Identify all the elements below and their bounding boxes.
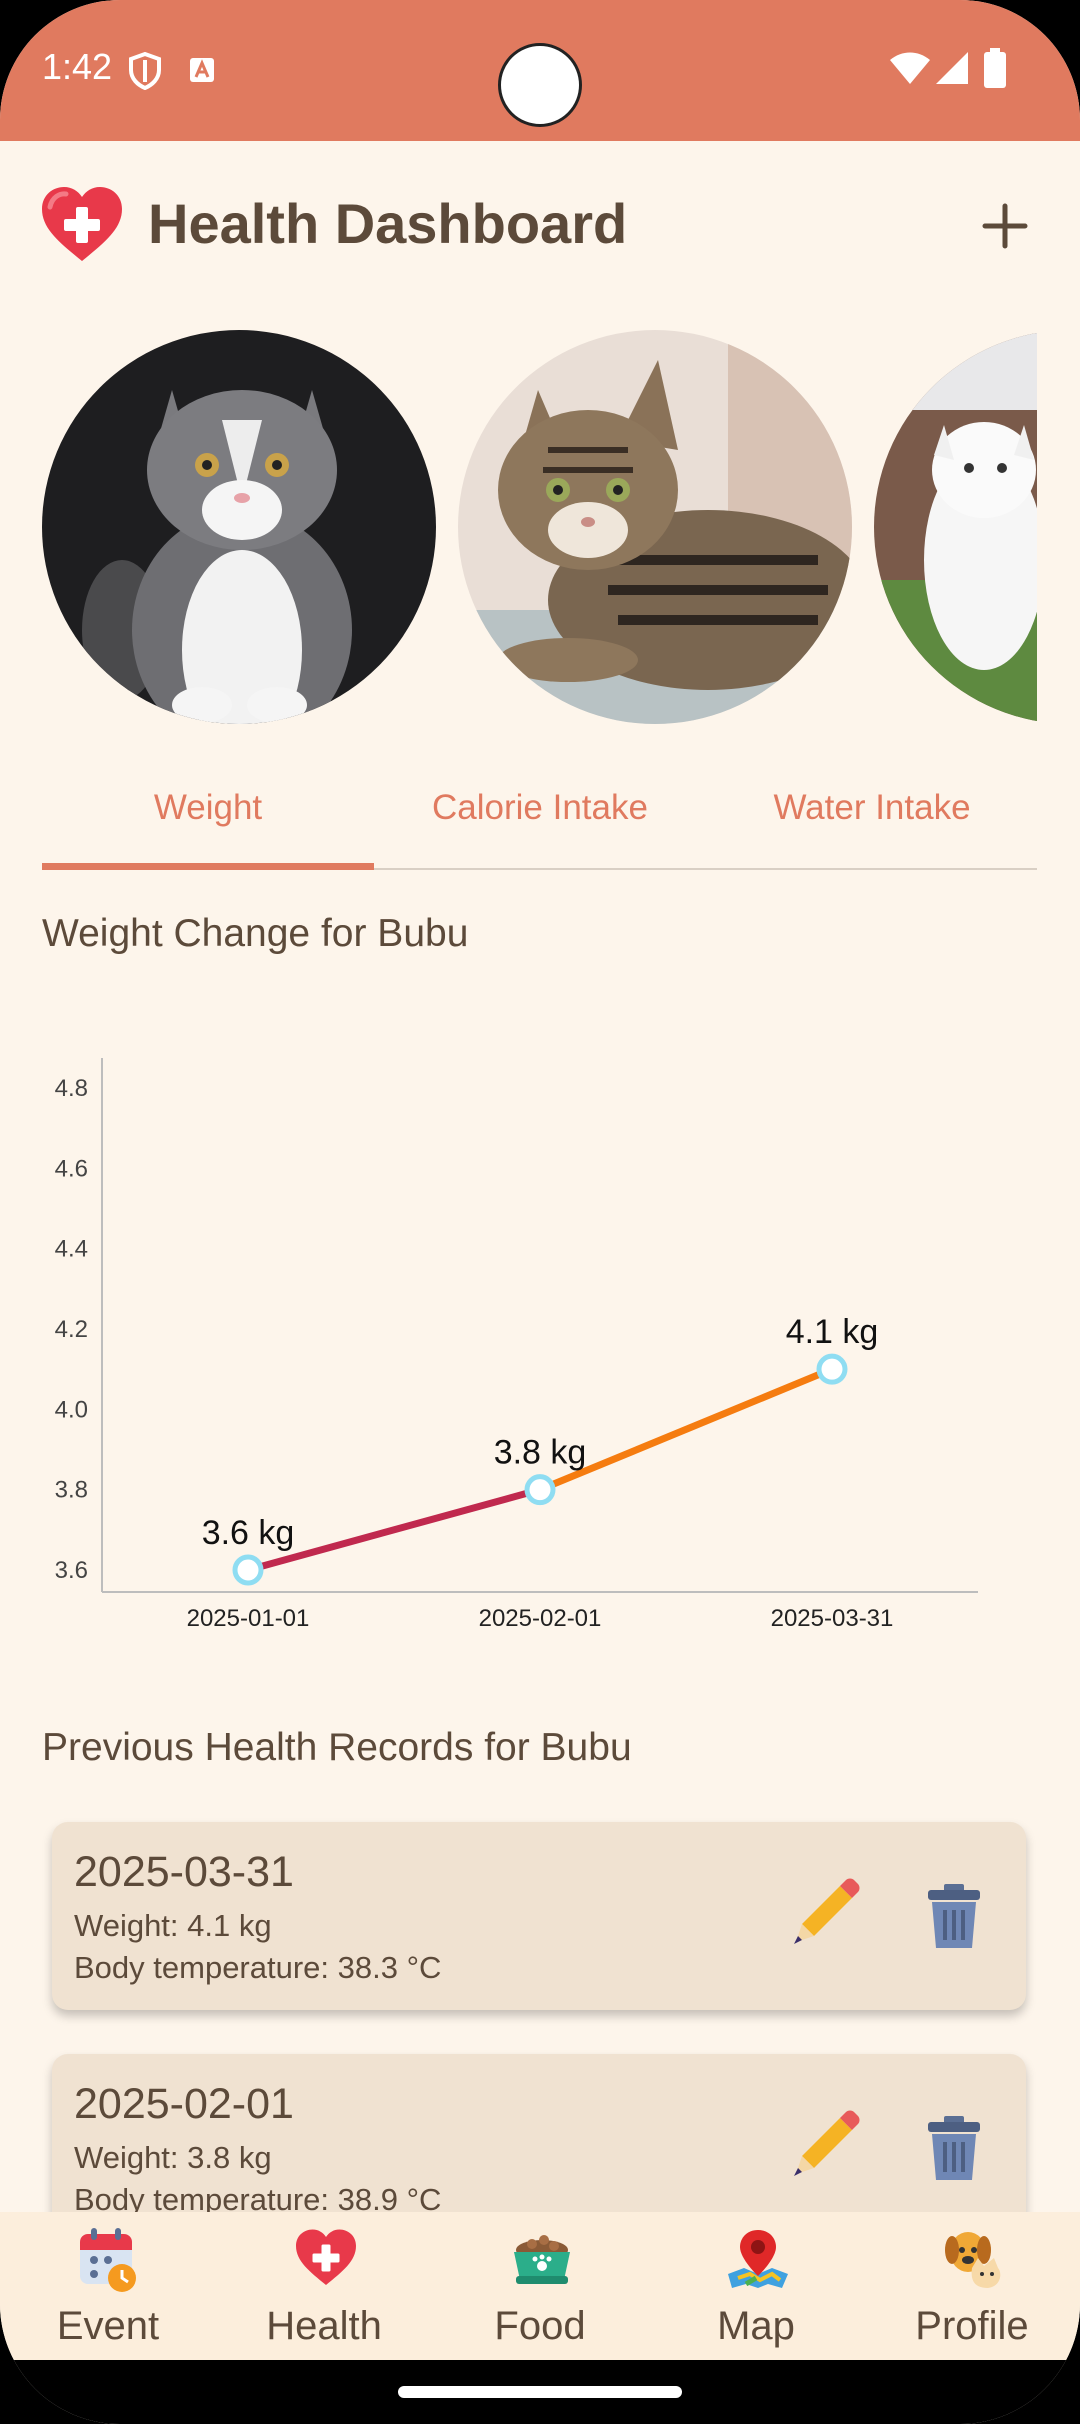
nav-profile[interactable]: Profile xyxy=(864,2212,1080,2360)
data-point[interactable] xyxy=(816,1353,848,1385)
gesture-navigation-area xyxy=(0,2360,1080,2424)
chart-title: Weight Change for Bubu xyxy=(42,912,469,955)
gray-white-cat-photo xyxy=(42,330,436,724)
record-temperature: Body temperature: 38.3 °C xyxy=(74,1950,442,1985)
nav-health[interactable]: Health xyxy=(216,2212,432,2360)
status-bar: 1:42 xyxy=(0,0,1080,141)
y-tick-label: 3.6 xyxy=(55,1557,88,1584)
tab-water-intake[interactable]: Water Intake xyxy=(773,788,971,827)
nav-label: Profile xyxy=(915,2304,1029,2348)
y-tick-label: 4.4 xyxy=(55,1236,88,1263)
pet-avatar-tabby-cat[interactable] xyxy=(458,330,852,724)
metric-tabs: Weight Calorie Intake Water Intake xyxy=(42,770,1037,870)
record-card[interactable]: 2025-02-01 Weight: 3.8 kg Body temperatu… xyxy=(52,2054,1026,2242)
data-label: 3.8 kg xyxy=(494,1434,587,1472)
y-tick-label: 4.6 xyxy=(55,1155,88,1182)
edit-record-button[interactable] xyxy=(782,2108,862,2188)
records-title: Previous Health Records for Bubu xyxy=(42,1726,632,1769)
series-line-segment xyxy=(538,1365,834,1493)
x-tick-label: 2025-03-31 xyxy=(771,1605,894,1632)
food-bowl-icon xyxy=(514,2235,570,2284)
map-pin-icon xyxy=(728,2230,788,2288)
y-tick-label: 4.8 xyxy=(55,1075,88,1102)
y-tick-label: 4.2 xyxy=(55,1316,88,1343)
tabby-cat-photo xyxy=(458,330,852,724)
record-date: 2025-02-01 xyxy=(74,2080,294,2128)
record-weight: Weight: 3.8 kg xyxy=(74,2140,272,2175)
data-label: 3.6 kg xyxy=(202,1514,295,1552)
add-record-button[interactable] xyxy=(975,196,1035,256)
data-point[interactable] xyxy=(524,1474,556,1506)
x-tick-label: 2025-02-01 xyxy=(479,1605,602,1632)
header: Health Dashboard xyxy=(0,141,1080,311)
white-cat-photo xyxy=(874,330,1037,724)
calendar-icon xyxy=(80,2228,136,2292)
camera-cutout xyxy=(498,43,582,127)
page-title: Health Dashboard xyxy=(148,192,628,255)
tab-calorie-intake[interactable]: Calorie Intake xyxy=(432,788,648,827)
trash-icon xyxy=(928,2116,980,2180)
active-tab-indicator xyxy=(42,863,374,870)
weight-line-chart: 3.6 3.8 4.0 4.2 4.4 4.6 4.8 2025-01-01 2025-02-… xyxy=(55,1058,978,1632)
nav-label: Food xyxy=(494,2304,586,2348)
trash-icon xyxy=(928,1884,980,1948)
dog-cat-icon xyxy=(945,2232,1001,2288)
signal-icon xyxy=(936,52,968,84)
record-temperature: Body temperature: 38.9 °C xyxy=(74,2182,442,2217)
record-weight: Weight: 4.1 kg xyxy=(74,1908,272,1943)
edit-record-button[interactable] xyxy=(782,1876,862,1956)
status-time: 1:42 xyxy=(42,46,113,87)
record-card[interactable]: 2025-03-31 Weight: 4.1 kg Body temperatu… xyxy=(52,1822,1026,2010)
wifi-icon xyxy=(890,52,930,84)
delete-record-button[interactable] xyxy=(914,1876,994,1956)
y-tick-label: 4.0 xyxy=(55,1396,88,1423)
shield-icon xyxy=(129,52,161,90)
heart-plus-icon xyxy=(42,187,122,261)
data-point[interactable] xyxy=(232,1554,264,1586)
tab-weight[interactable]: Weight xyxy=(153,788,263,827)
nav-label: Event xyxy=(56,2304,160,2348)
y-tick-label: 3.8 xyxy=(55,1477,88,1504)
heart-icon xyxy=(296,2229,356,2285)
delete-record-button[interactable] xyxy=(914,2108,994,2188)
nav-map[interactable]: Map xyxy=(648,2212,864,2360)
pet-avatar-white-cat[interactable] xyxy=(874,330,1037,724)
pencil-icon xyxy=(794,1878,860,1944)
nav-label: Map xyxy=(717,2304,795,2348)
nav-event[interactable]: Event xyxy=(0,2212,216,2360)
x-tick-label: 2025-01-01 xyxy=(187,1605,310,1632)
pencil-icon xyxy=(794,2110,860,2176)
series-line-segment xyxy=(247,1486,541,1574)
text-input-icon xyxy=(190,58,214,82)
nav-food[interactable]: Food xyxy=(432,2212,648,2360)
nav-label: Health xyxy=(266,2304,382,2348)
bottom-navigation: Event Health Food xyxy=(0,2212,1080,2360)
battery-icon xyxy=(984,48,1006,88)
pet-selector xyxy=(42,330,1037,726)
pet-avatar-gray-white-cat[interactable] xyxy=(42,330,436,724)
home-gesture-bar[interactable] xyxy=(398,2386,682,2398)
data-label: 4.1 kg xyxy=(786,1313,879,1351)
record-date: 2025-03-31 xyxy=(74,1848,294,1896)
